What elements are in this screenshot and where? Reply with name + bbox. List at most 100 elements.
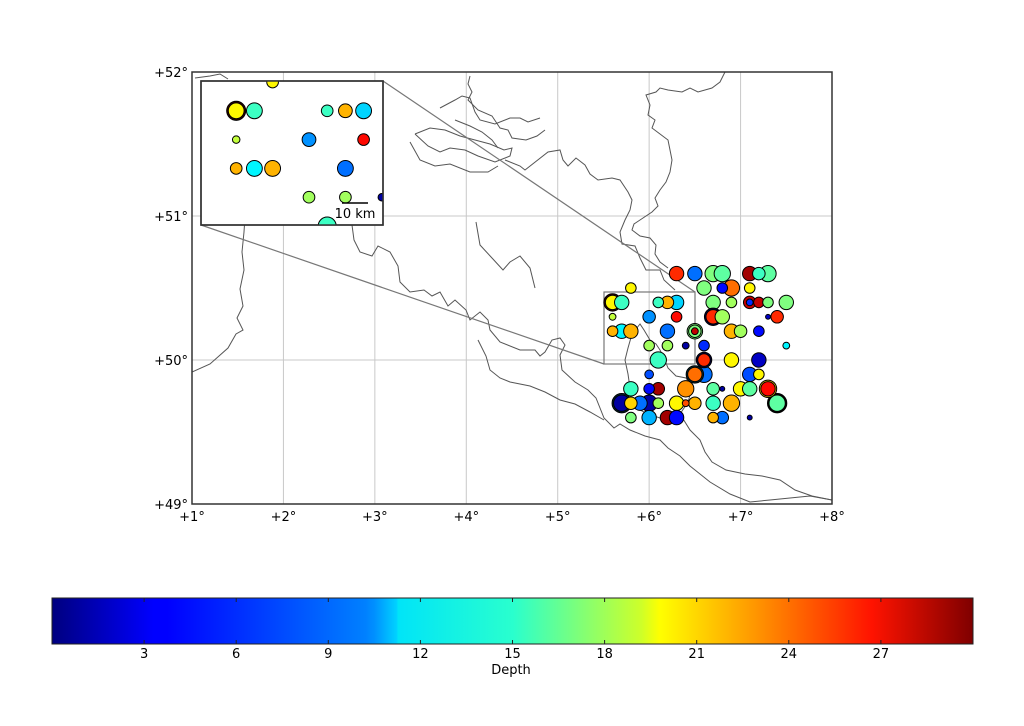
earthquake-marker [742, 381, 758, 397]
inset-marker [227, 102, 245, 120]
inset-marker [357, 133, 370, 146]
earthquake-marker [649, 351, 667, 369]
x-tick-label: +4° [453, 510, 479, 525]
earthquake-marker [716, 282, 729, 294]
colorbar-label: Depth [491, 663, 531, 678]
colorbar-tick-label: 12 [412, 647, 429, 662]
earthquake-marker [668, 265, 685, 282]
x-axis-ticks: +1° +2° +3° +4° +5° +6° +7° +8° [179, 510, 845, 525]
colorbar-tick-label: 3 [140, 647, 148, 662]
earthquake-marker [778, 294, 794, 311]
inset-marker [301, 132, 317, 147]
y-tick-label: +50° [154, 354, 188, 369]
earthquake-marker [687, 366, 703, 383]
colorbar-tick-label: 24 [781, 647, 798, 662]
inset-marker [355, 102, 373, 120]
earthquake-marker [751, 352, 767, 368]
earthquake-marker [745, 298, 754, 307]
earthquake-marker [707, 411, 719, 424]
earthquake-marker [752, 266, 766, 281]
inset-marker [317, 216, 337, 225]
inset-marker [336, 159, 354, 177]
earthquake-marker [668, 395, 685, 411]
inset-marker [302, 190, 316, 204]
colorbar-tick-label: 27 [873, 647, 890, 662]
earthquake-marker [688, 396, 702, 410]
x-tick-label: +6° [636, 510, 662, 525]
earthquake-marker [677, 380, 695, 398]
inset-marker [264, 159, 282, 177]
earthquake-marker [705, 395, 721, 411]
earthquake-marker [644, 369, 654, 380]
earthquake-marker [713, 264, 731, 283]
earthquake-marker [614, 294, 630, 311]
map-frame [191, 71, 833, 505]
earthquake-marker [625, 282, 637, 294]
inset-marker [377, 192, 383, 202]
earthquake-marker [753, 325, 765, 338]
earthquake-marker [625, 411, 637, 424]
inset-marker [245, 102, 263, 120]
earthquake-marker [670, 311, 683, 323]
inset-marker [320, 104, 334, 118]
inset-marker [266, 81, 279, 89]
inset-marker [338, 103, 353, 119]
earthquake-marker [652, 296, 665, 309]
inset-map: 10 km [200, 45, 408, 226]
inset-marker [229, 162, 243, 175]
colorbar-tick-label: 21 [688, 647, 705, 662]
colorbar-tick-label: 18 [596, 647, 613, 662]
colorbar-ticks: 3 6 9 12 15 18 21 24 27 [140, 598, 889, 662]
earthquake-marker [706, 382, 720, 396]
earthquake-marker [642, 310, 656, 324]
inset-marker [245, 159, 263, 177]
earthquake-marker [719, 385, 726, 392]
y-tick-label: +52° [154, 66, 188, 81]
earthquake-marker [696, 280, 712, 296]
earthquake-marker [623, 323, 639, 339]
earthquake-marker [753, 368, 765, 381]
colorbar-gradient [51, 597, 974, 645]
earthquake-points [603, 264, 794, 426]
inset-marker [339, 190, 352, 204]
y-tick-label: +49° [154, 498, 188, 513]
earthquake-marker [723, 352, 740, 368]
inset-connectors [200, 80, 696, 365]
earthquake-marker [722, 394, 741, 412]
earthquake-marker [661, 339, 674, 352]
earthquake-marker [746, 414, 753, 421]
earthquake-marker [687, 265, 703, 282]
earthquake-marker [762, 296, 774, 309]
earthquake-marker [733, 324, 748, 338]
earthquake-marker [743, 282, 756, 294]
earthquake-marker [697, 353, 711, 367]
earthquake-marker [659, 323, 676, 339]
inset-marker [231, 135, 241, 144]
earthquake-marker [770, 310, 784, 324]
earthquake-marker [768, 394, 786, 412]
colorbar-tick-label: 6 [232, 647, 240, 662]
x-tick-label: +2° [271, 510, 297, 525]
earthquake-marker [765, 313, 771, 320]
x-tick-label: +5° [545, 510, 571, 525]
earthquake-marker [714, 309, 730, 325]
earthquake-marker [624, 396, 638, 410]
earthquake-marker [608, 312, 617, 321]
x-tick-label: +1° [179, 510, 205, 525]
scale-bar-label: 10 km [335, 207, 376, 222]
y-tick-label: +51° [154, 210, 188, 225]
earthquake-marker [623, 381, 639, 397]
earthquake-marker [641, 409, 657, 426]
earthquake-marker [705, 294, 721, 311]
earthquake-marker [652, 397, 665, 410]
x-tick-label: +7° [728, 510, 754, 525]
inset-marker [392, 45, 408, 61]
earthquake-marker [698, 339, 710, 352]
y-axis-ticks: +49° +50° +51° +52° [154, 66, 188, 513]
earthquake-marker [643, 339, 655, 352]
french-coast [192, 207, 249, 373]
x-tick-label: +8° [819, 510, 845, 525]
colorbar-tick-label: 9 [324, 647, 332, 662]
earthquake-marker [643, 383, 655, 395]
